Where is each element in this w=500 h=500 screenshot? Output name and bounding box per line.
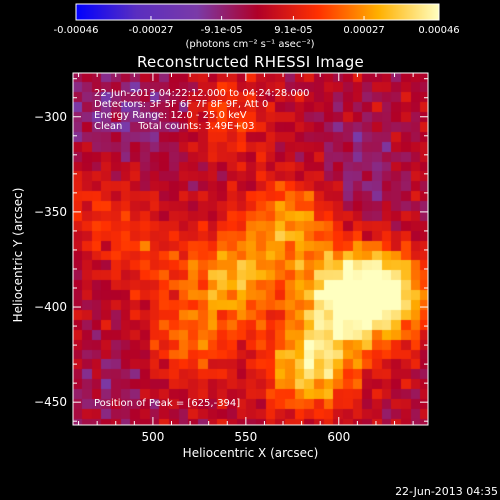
colorbar-tick-label: 0.00046 — [418, 25, 460, 36]
energy-range-text: Energy Range: 12.0 - 25.0 keV — [94, 110, 247, 121]
colorbar-tick-label: -0.00046 — [53, 25, 99, 36]
y-tick-label: −400 — [34, 300, 67, 315]
x-tick-label: 550 — [234, 430, 258, 444]
clean-counts-text: Clean Total counts: 3.49E+03 — [94, 121, 255, 132]
colorbar-unit-label: (photons cm⁻² s⁻¹ asec⁻²) — [185, 39, 315, 50]
x-tick-label: 500 — [141, 430, 165, 444]
colorbar-tick-label: 0.00027 — [343, 25, 385, 36]
time-range-text: 22-Jun-2013 04:22:12.000 to 04:24:28.000 — [94, 88, 310, 99]
date-stamp: 22-Jun-2013 04:35 — [395, 485, 498, 498]
peak-position-text: Position of Peak = [625,-394] — [94, 398, 241, 409]
colorbar-tick-label: -9.1e-05 — [200, 25, 243, 36]
colorbar — [75, 3, 440, 21]
detectors-text: Detectors: 3F 5F 6F 7F 8F 9F, Att 0 — [94, 99, 269, 110]
colorbar-tick-label: 9.1e-05 — [274, 25, 313, 36]
y-tick-label: −350 — [34, 204, 67, 219]
x-tick-label: 600 — [327, 430, 351, 444]
colorbar-tick-label: -0.00027 — [128, 25, 174, 36]
y-tick-label: −450 — [34, 395, 67, 410]
x-axis-label: Heliocentric X (arcsec) — [182, 446, 319, 460]
heatmap-image — [73, 73, 428, 425]
chart-title: Reconstructed RHESSI Image — [136, 53, 365, 71]
observation-info: 22-Jun-2013 04:22:12.000 to 04:24:28.000… — [94, 88, 310, 132]
colorbar-gradient — [75, 3, 440, 21]
y-axis-label: Heliocentric Y (arcsec) — [11, 187, 25, 323]
y-tick-label: −300 — [34, 109, 67, 124]
plot-frame — [72, 72, 429, 426]
